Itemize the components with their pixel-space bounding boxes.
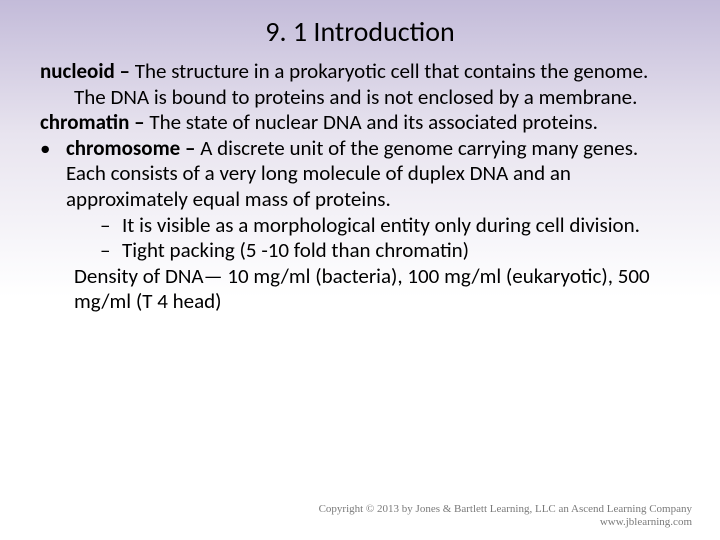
term-nucleoid: nucleoid – <box>40 58 130 84</box>
bullet-marker: • <box>40 136 66 213</box>
text-nucleoid: The structure in a prokaryotic cell that… <box>130 58 648 84</box>
bullet-chromosome: • chromosome – A discrete unit of the ge… <box>40 136 680 213</box>
dash-text-1: It is visible as a morphological entity … <box>122 213 680 239</box>
dash-marker: – <box>100 213 122 239</box>
text-chromatin: The state of nuclear DNA and its associa… <box>145 109 598 135</box>
footer-url: www.jblearning.com <box>319 516 692 530</box>
dash-item-1: – It is visible as a morphological entit… <box>40 213 680 239</box>
term-chromatin: chromatin – <box>40 109 145 135</box>
definition-chromatin: chromatin – The state of nuclear DNA and… <box>40 110 680 136</box>
dash-marker: – <box>100 238 122 264</box>
slide-body: nucleoid – The structure in a prokaryoti… <box>0 59 720 315</box>
density-line: Density of DNA— 10 mg/ml (bacteria), 100… <box>40 264 680 315</box>
dash-item-2: – Tight packing (5 -10 fold than chromat… <box>40 238 680 264</box>
nucleoid-subtext: The DNA is bound to proteins and is not … <box>40 85 680 111</box>
bullet-text: chromosome – A discrete unit of the geno… <box>66 136 680 213</box>
dash-text-2: Tight packing (5 -10 fold than chromatin… <box>122 238 680 264</box>
copyright-footer: Copyright © 2013 by Jones & Bartlett Lea… <box>319 503 692 531</box>
definition-nucleoid: nucleoid – The structure in a prokaryoti… <box>40 59 680 85</box>
slide-title: 9. 1 Introduction <box>0 0 720 59</box>
term-chromosome: chromosome – <box>66 135 195 161</box>
copyright-line: Copyright © 2013 by Jones & Bartlett Lea… <box>319 503 692 517</box>
